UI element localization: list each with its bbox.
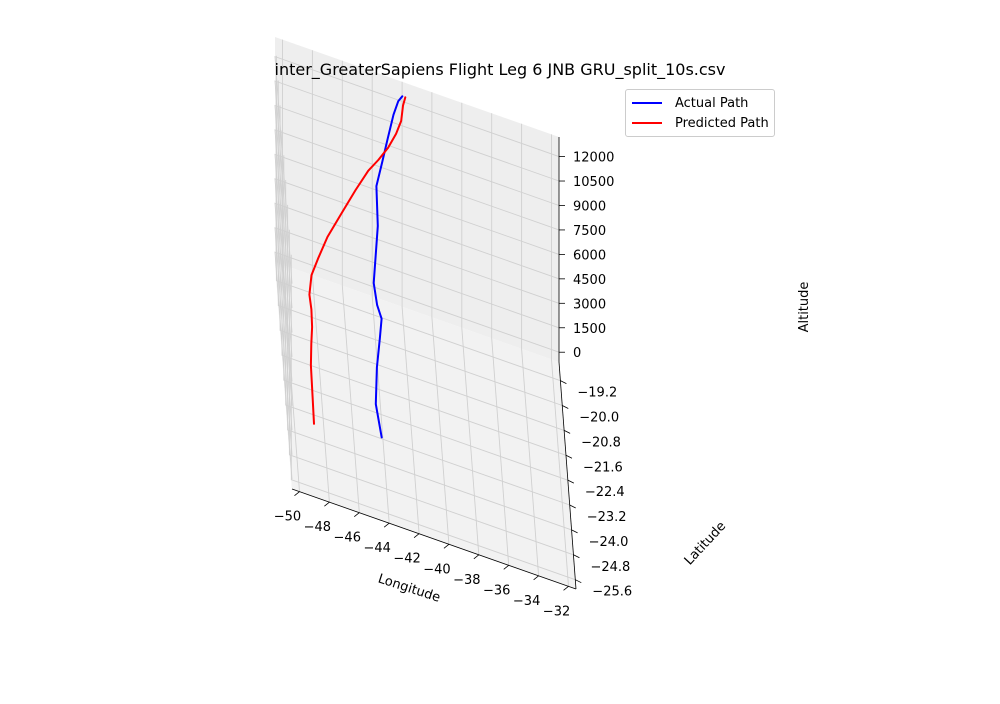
legend-swatch-actual (632, 102, 662, 104)
pane-floor (275, 262, 576, 589)
grid-line-x (431, 92, 450, 545)
tick-mark (569, 504, 576, 509)
tick-mark (573, 554, 580, 559)
y-tick-label: −23.2 (587, 510, 627, 525)
tick-mark (567, 479, 575, 484)
grid-line-x (551, 134, 569, 587)
grid-line-z (274, 55, 560, 284)
z-tick-label: 12000 (573, 151, 614, 166)
y-tick-label: −20.8 (581, 435, 621, 450)
x-tick-label: −46 (334, 531, 361, 546)
y-tick-label: −22.4 (585, 485, 625, 500)
grid-line-y (287, 204, 572, 531)
grid-line-x (341, 60, 360, 513)
x-tick-label: −40 (423, 562, 450, 577)
grid-line-z (274, 202, 560, 431)
tick-mark (473, 554, 480, 560)
grid-line-x (401, 81, 420, 534)
grid-line-z (274, 251, 560, 480)
tick-marks (294, 156, 582, 591)
tick-mark (443, 543, 450, 549)
x-tick-label: −36 (483, 583, 510, 598)
z-tick-label: 6000 (573, 248, 606, 263)
z-tick-label: 4500 (573, 273, 606, 288)
grid-line-x (521, 123, 540, 576)
y-tick-label: −20.0 (579, 411, 619, 426)
grid-line-y (290, 254, 576, 581)
legend: Actual Path Predicted Path (625, 89, 775, 137)
legend-item-actual: Actual Path (632, 93, 748, 113)
grid-line-y (283, 155, 568, 481)
tick-mark (565, 454, 573, 459)
tick-mark (383, 522, 390, 528)
tick-mark (354, 512, 360, 517)
legend-swatch-predicted (632, 122, 662, 124)
y-axis-label: Latitude (682, 519, 729, 568)
tick-mark (560, 380, 567, 385)
series-line-predicted-path (308, 96, 407, 425)
z-axis-label: Altitude (797, 282, 812, 333)
grid-line-x (371, 71, 390, 524)
grid-lines (274, 39, 576, 587)
z-tick-label: 7500 (573, 224, 606, 239)
y-tick-label: −25.6 (592, 585, 632, 600)
grid-line-z (274, 80, 560, 309)
grid-line-x (491, 113, 510, 566)
z-tick-label: 9000 (573, 199, 606, 214)
grid-line-y (285, 180, 570, 506)
tick-mark (294, 491, 300, 496)
x-tick-label: −38 (453, 573, 480, 588)
grid-line-z (274, 227, 560, 455)
pane-back-wall (275, 37, 559, 362)
tick-mark (413, 533, 420, 539)
tick-labels: −50−48−46−44−42−40−38−36−34−32 −25.6 −24.8… (274, 151, 632, 620)
grid-line-z (274, 104, 560, 333)
z-tick-label: 3000 (573, 297, 606, 312)
x-tick-label: −42 (393, 552, 420, 567)
chart-title: inter_GreaterSapiens Flight Leg 6 JNB GR… (274, 60, 726, 79)
x-tick-label: −32 (543, 604, 570, 619)
y-tick-label: −24.0 (589, 535, 629, 550)
tick-mark (562, 405, 569, 409)
tick-mark (324, 501, 330, 507)
legend-label-actual: Actual Path (675, 95, 749, 111)
y-tick-label: −19.2 (577, 386, 617, 401)
x-tick-label: −48 (304, 520, 331, 535)
tick-mark (503, 565, 509, 570)
legend-label-predicted: Predicted Path (675, 115, 769, 131)
y-axis-line (558, 361, 577, 590)
grid-line-x (461, 102, 480, 555)
z-tick-label: 0 (573, 346, 581, 361)
tick-mark (571, 529, 578, 534)
z-tick-label: 10500 (573, 175, 614, 190)
grid-line-z (274, 129, 560, 357)
z-tick-label: 1500 (573, 322, 606, 337)
tick-mark (563, 430, 571, 434)
x-tick-label: −50 (274, 510, 301, 525)
series-line-actual-path (372, 95, 404, 439)
axis-panes (275, 37, 576, 589)
tick-mark (575, 579, 582, 584)
axis-lines (291, 137, 577, 590)
x-tick-label: −44 (363, 541, 390, 556)
y-tick-label: −24.8 (590, 560, 630, 575)
grid-line-z (274, 178, 560, 406)
grid-line-z (274, 153, 560, 382)
x-tick-label: −34 (513, 594, 540, 609)
tick-mark (563, 586, 569, 591)
grid-line-y (288, 229, 574, 556)
x-axis-line (291, 488, 577, 590)
legend-item-predicted: Predicted Path (632, 113, 769, 133)
series-group (308, 95, 407, 439)
tick-mark (533, 575, 539, 581)
grid-line-x (282, 39, 300, 492)
y-tick-label: −21.6 (583, 460, 623, 475)
